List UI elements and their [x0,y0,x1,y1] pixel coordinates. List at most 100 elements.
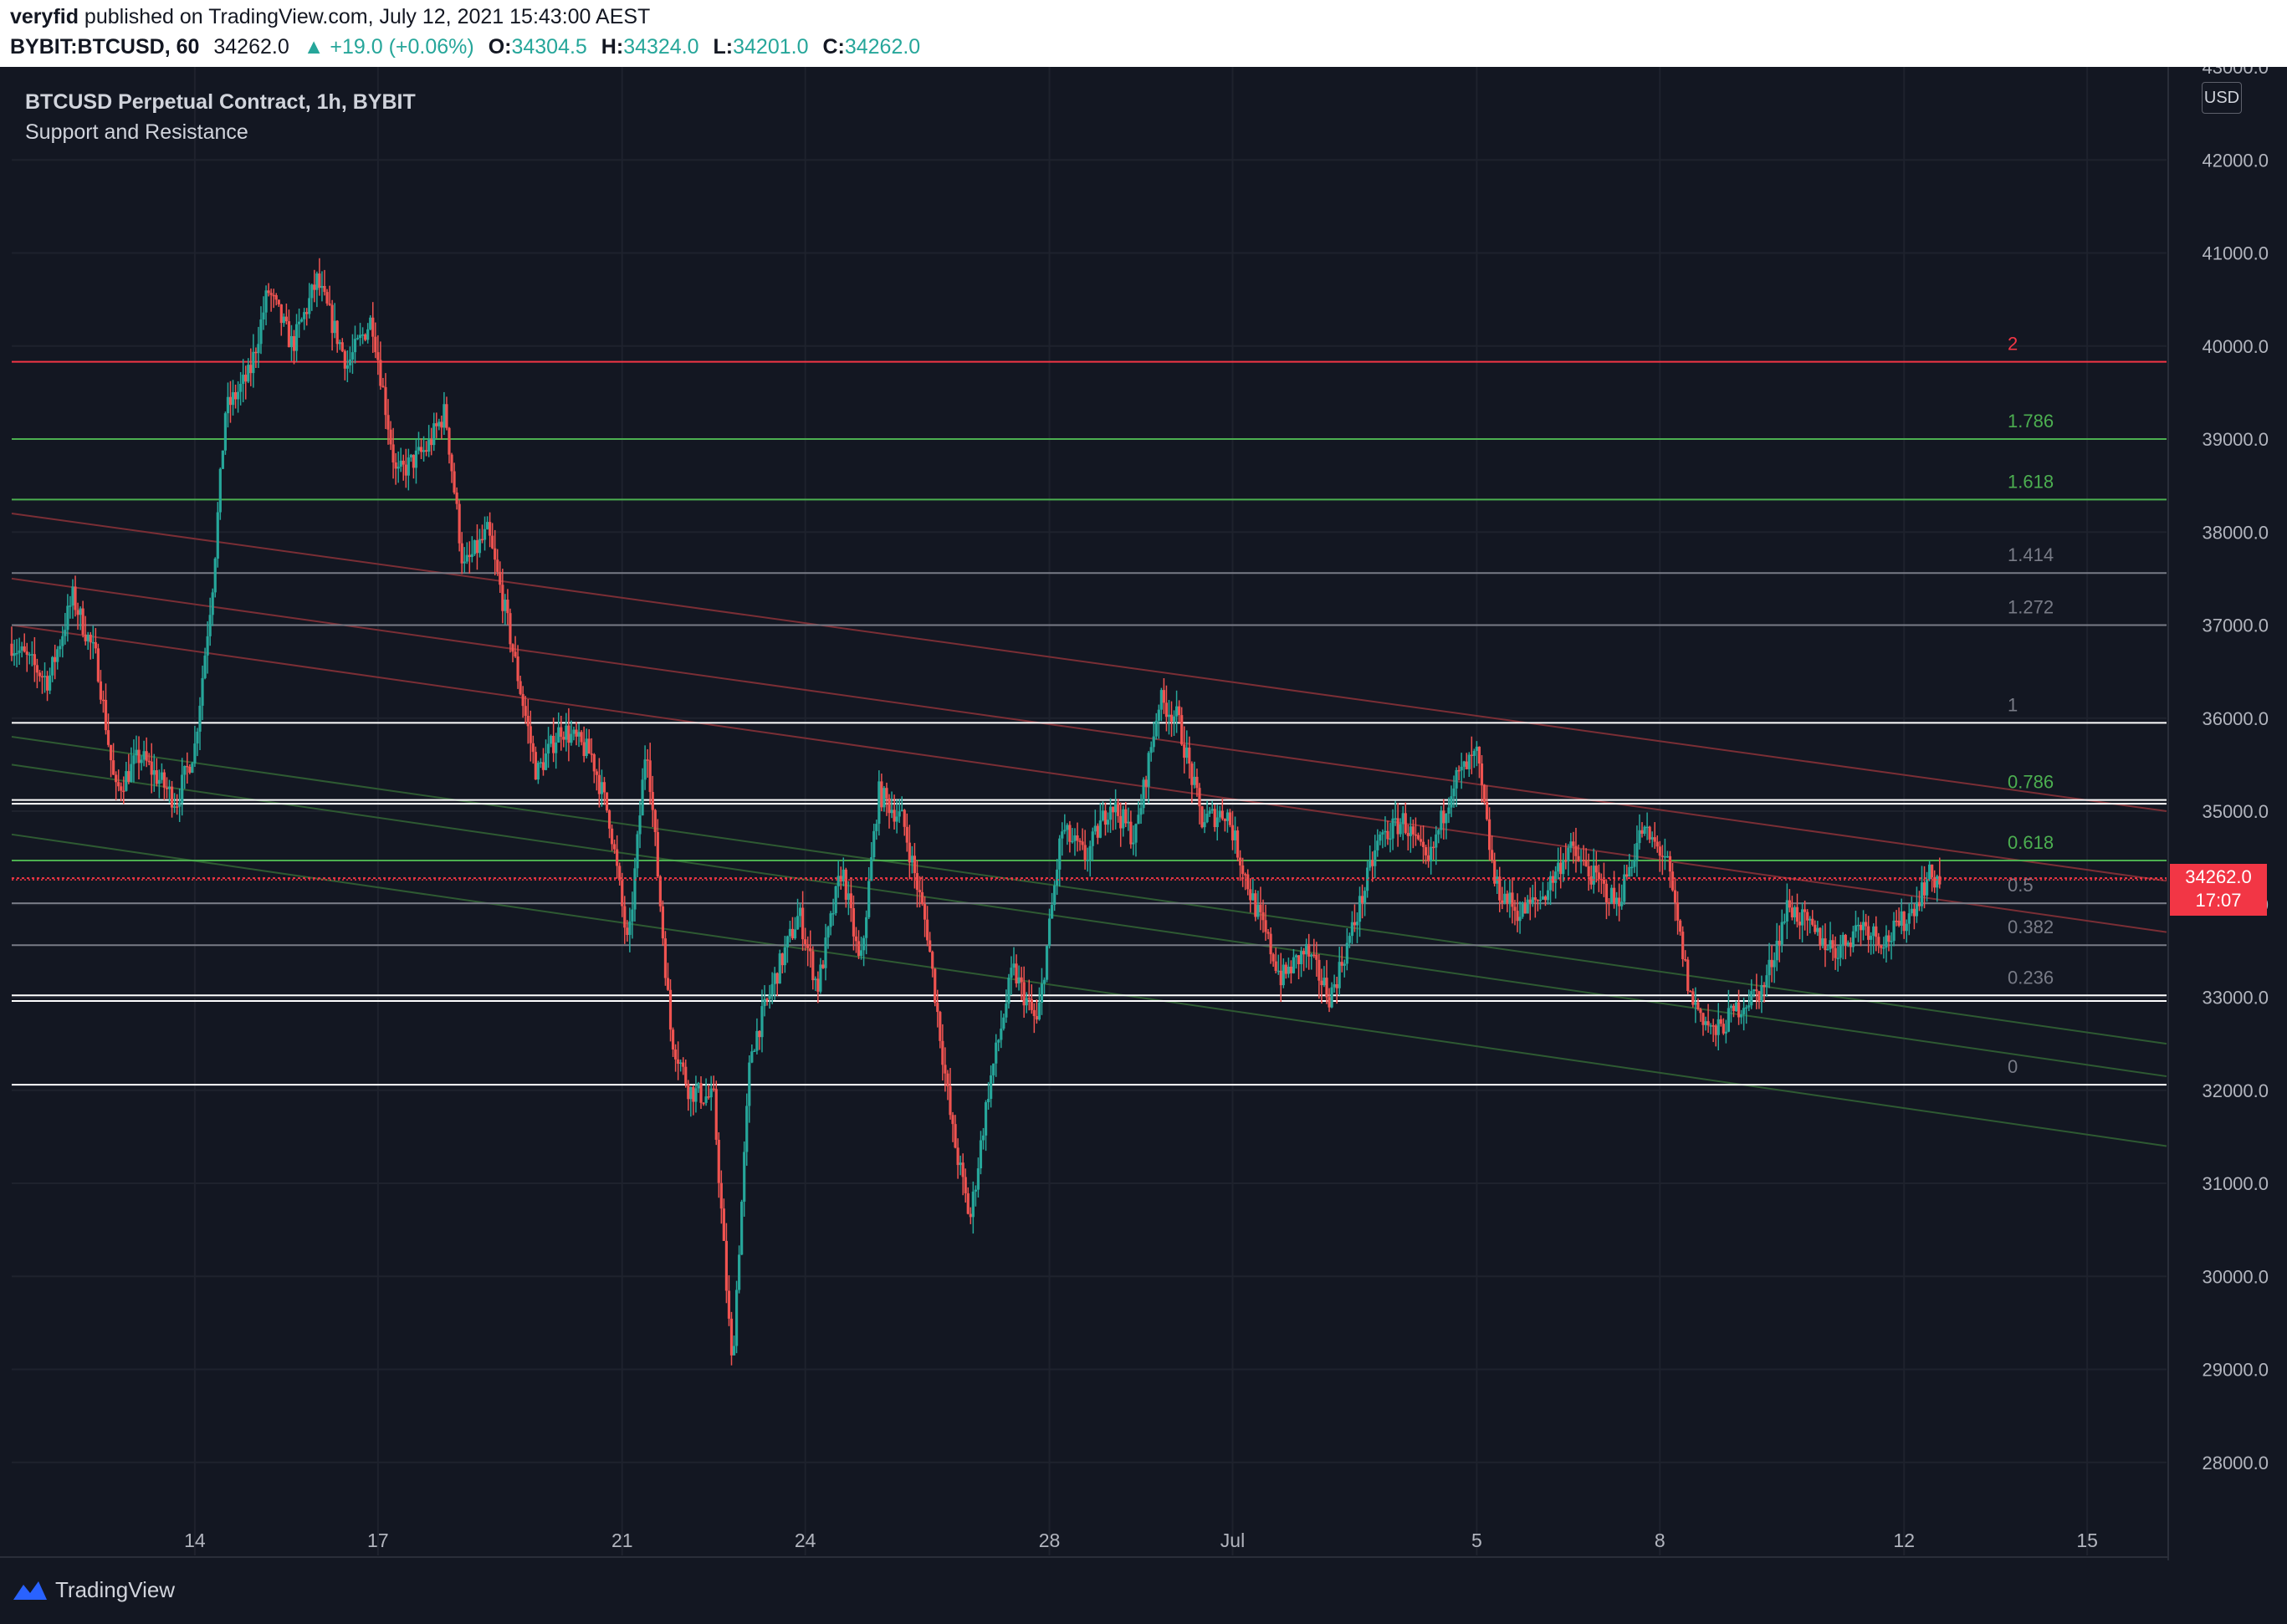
candle-body [1360,896,1364,903]
symbol-label[interactable]: BYBIT:BTCUSD, 60 [10,35,200,59]
candle-body [567,725,570,743]
candle-body [162,772,166,788]
candle-body [1655,841,1659,847]
candle-body [981,1135,985,1141]
author-name[interactable]: veryfid [10,5,79,28]
candle-body [49,675,52,691]
candle-body [1635,843,1639,861]
candle-body [829,913,832,927]
candle-body [1230,825,1235,840]
candle-body [1841,934,1844,946]
candle-body [605,792,609,811]
candle-body [961,1162,964,1177]
candle-body [294,324,299,351]
candle-body [1763,984,1766,988]
candle-body [865,917,868,938]
candle-body [1093,825,1097,832]
candle-body [33,654,36,666]
candle-body [315,273,319,290]
candle-body [809,947,812,952]
price-axis-tick: 30000.0 [2202,1266,2269,1287]
candle-body [1353,922,1357,926]
candle-body [208,615,212,636]
candle-body [541,762,545,770]
candle-body [122,790,125,793]
candle-body [1320,980,1323,986]
candle-body [534,752,537,780]
candle-body [274,294,278,300]
indicator-name[interactable]: Support and Resistance [25,120,248,144]
candle-body [773,973,776,984]
candle-body [1210,809,1214,811]
candle-body [926,919,929,941]
candle-body [412,454,416,468]
candle-body [1376,840,1379,850]
candle-body [1623,874,1626,902]
candle-body [1007,978,1010,1004]
candle-body [1541,896,1545,900]
candle-body [1612,887,1616,904]
candle-body [1409,826,1412,836]
candle-body [1455,769,1458,789]
fib-level-label: 2 [2008,334,2018,355]
candle-body [1533,896,1537,901]
candle-body [1706,1021,1710,1026]
candle-body [587,738,591,754]
price-chart[interactable]: 2 1.786 1.618 1.414 1.272 1 0.786 0.618 0.5 0.382… [0,67,2287,1560]
publication-line: veryfid published on TradingView.com, Ju… [10,5,650,29]
candle-body [460,543,463,564]
candle-body [661,906,664,939]
candle-body [389,429,392,445]
candle-body [1437,830,1440,835]
candle-body [376,352,380,360]
candle-body [292,335,296,351]
candle-body [956,1147,959,1166]
candle-body [1335,983,1338,988]
candle-body [277,299,280,305]
candle-body [1213,809,1216,828]
candle-body [104,699,108,731]
candle-body [242,375,245,385]
candle-body [570,733,573,743]
candle-body [976,1168,980,1190]
candle-body [666,978,670,990]
candle-body [648,760,652,793]
candle-body [1416,835,1420,840]
time-axis-tick: 5 [1471,1530,1482,1551]
candle-body [1740,1014,1743,1018]
candle-body [150,761,153,775]
price-axis-tick: 38000.0 [2202,522,2269,543]
candle-body [172,806,177,808]
chart-title[interactable]: BTCUSD Perpetual Contract, 1h, BYBIT [25,90,416,114]
candle-body [923,903,927,920]
candle-body [386,415,390,430]
candle-body [714,1089,718,1140]
candle-body [1498,876,1502,901]
candle-body [1025,998,1028,1006]
candle-body [211,592,214,615]
candle-body [239,384,243,392]
candle-body [145,751,148,761]
candle-body [1132,842,1135,845]
candle-body [582,742,586,757]
candle-body [1618,897,1621,906]
candle-body [1022,982,1026,1006]
candle-body [1548,876,1553,891]
candle-body [1925,879,1929,896]
candle-body [1790,907,1794,917]
candle-body [54,656,57,662]
candle-body [1480,763,1484,785]
candle-body [262,312,265,320]
candle-body [641,779,644,816]
candle-body [1564,860,1568,862]
trend-channel-line [11,736,2167,1045]
candle-body [572,729,576,734]
tradingview-logo[interactable]: TradingView [12,1577,175,1603]
candle-body [1503,893,1507,903]
candle-body [1406,833,1410,836]
candle-body [1663,856,1666,858]
currency-badge[interactable]: USD [2202,82,2242,114]
candle-body [504,600,507,611]
candle-body [1890,941,1893,942]
candle-body [1452,788,1456,797]
